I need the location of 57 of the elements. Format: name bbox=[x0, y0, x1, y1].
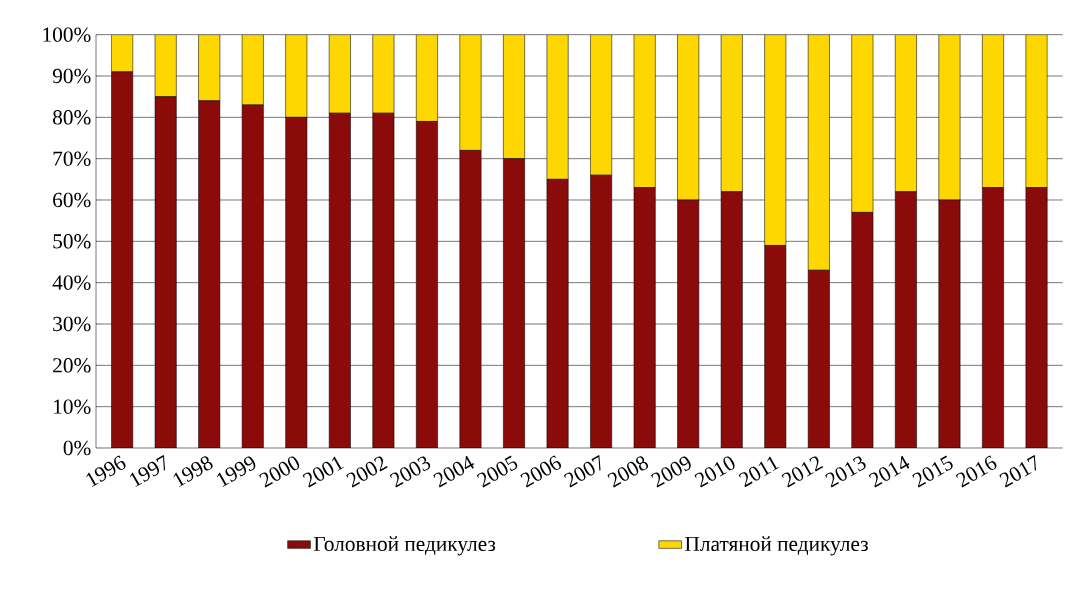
bar bbox=[459, 34, 482, 151]
y-tick-label: 40% bbox=[52, 275, 91, 290]
y-tick-label: 0% bbox=[63, 440, 91, 456]
x-tick-label: 2002 bbox=[346, 456, 388, 488]
y-tick-label: 20% bbox=[53, 357, 91, 373]
x-tick-label: 2007 bbox=[563, 454, 601, 488]
bar bbox=[851, 34, 874, 213]
y-tick-label: 90% bbox=[52, 68, 91, 84]
bar bbox=[416, 34, 438, 122]
x-tick-label: 2014 bbox=[868, 455, 910, 488]
x-tick-label: 2015 bbox=[912, 455, 953, 488]
bar bbox=[372, 34, 395, 114]
bar bbox=[154, 34, 177, 97]
y-tick-label: 10% bbox=[54, 399, 91, 414]
x-tick-label: 2004 bbox=[433, 455, 475, 488]
bar bbox=[328, 34, 351, 114]
x-tick-label: 1997 bbox=[129, 454, 166, 487]
y-tick-label: 30% bbox=[53, 316, 91, 332]
bar bbox=[894, 34, 917, 192]
x-tick-label: 2012 bbox=[781, 456, 824, 488]
bar bbox=[285, 34, 308, 118]
bar bbox=[241, 34, 264, 106]
x-tick-label: 2006 bbox=[520, 455, 562, 488]
bar bbox=[1025, 34, 1048, 188]
y-tick-label: 50% bbox=[53, 233, 91, 249]
bar bbox=[590, 34, 613, 176]
bar bbox=[546, 34, 569, 180]
x-tick-label: 2016 bbox=[955, 455, 997, 488]
x-tick-label: 2000 bbox=[259, 456, 300, 488]
bar bbox=[807, 34, 830, 271]
bar bbox=[720, 34, 743, 192]
legend-label: Головной педикулез bbox=[313, 536, 496, 556]
x-tick-label: 2009 bbox=[650, 456, 691, 488]
y-tick-label: 70% bbox=[53, 151, 91, 166]
x-tick-label: 1999 bbox=[216, 456, 256, 487]
x-tick-label: 1996 bbox=[86, 455, 126, 487]
x-tick-label: 2001 bbox=[302, 456, 345, 488]
x-tick-label: 2011 bbox=[738, 456, 780, 488]
bar bbox=[764, 34, 787, 246]
x-tick-label: 2013 bbox=[825, 456, 866, 488]
bar bbox=[198, 34, 221, 101]
bar bbox=[111, 34, 134, 72]
x-tick-label: 2005 bbox=[476, 455, 518, 488]
x-tick-label: 1998 bbox=[173, 456, 213, 487]
x-tick-label: 2008 bbox=[607, 456, 649, 488]
y-tick-label: 60% bbox=[53, 192, 91, 208]
bar bbox=[938, 34, 961, 201]
bar bbox=[633, 34, 656, 188]
bar bbox=[677, 34, 700, 201]
legend-label: Платяной педикулез bbox=[685, 536, 868, 556]
x-tick-label: 2017 bbox=[999, 454, 1036, 488]
x-tick-label: 2010 bbox=[694, 456, 735, 488]
y-tick-label: 80% bbox=[53, 109, 91, 125]
y-tick-label: 100% bbox=[43, 27, 91, 42]
bar bbox=[982, 34, 1004, 188]
x-tick-label: 2003 bbox=[389, 456, 431, 488]
bar bbox=[503, 34, 525, 159]
